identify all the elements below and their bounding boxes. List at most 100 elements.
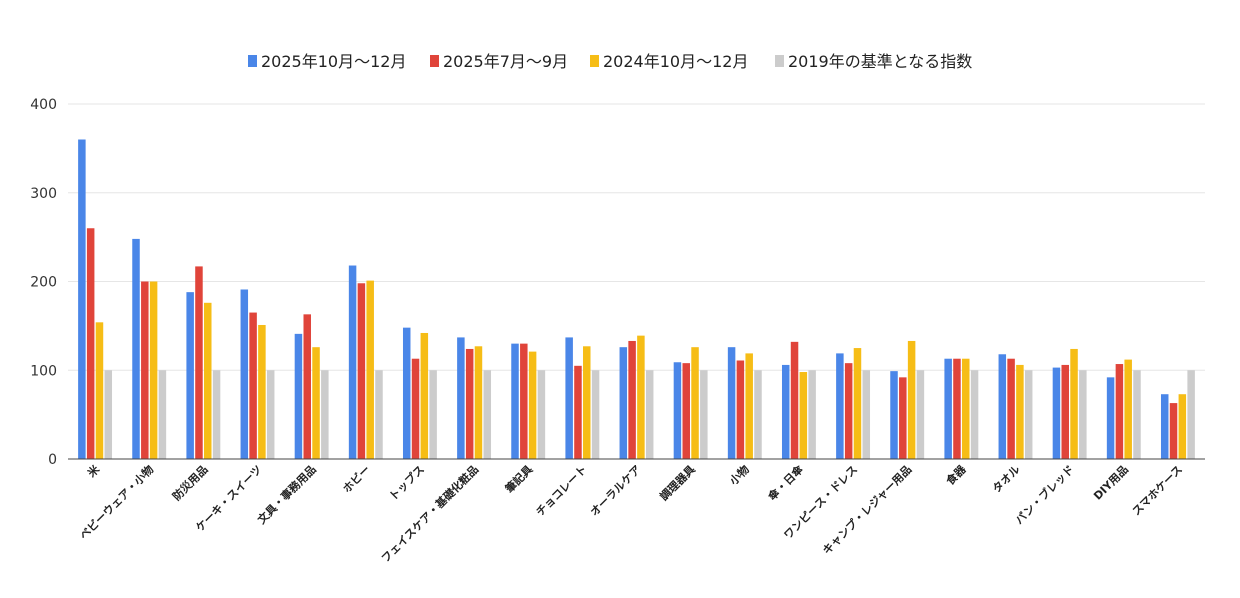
x-tick-label: フェイスケア・基礎化粧品: [378, 462, 481, 565]
bar: [420, 332, 429, 459]
bar: [673, 362, 682, 459]
y-axis-ticks: 0 100 200 300 400: [30, 97, 57, 468]
bar: [890, 371, 898, 459]
bar: [736, 360, 745, 459]
bar: [357, 283, 366, 459]
bar: [537, 370, 546, 459]
x-tick-label: DIY用品: [1091, 463, 1131, 503]
bar: [583, 346, 591, 459]
bar: [95, 322, 104, 459]
bar: [808, 370, 816, 459]
bar: [781, 364, 790, 459]
gridlines: [68, 103, 1205, 371]
bar: [132, 238, 140, 459]
x-tick-label: スマホケース: [1130, 463, 1185, 518]
bar: [240, 289, 249, 459]
bar: [1016, 364, 1024, 459]
bar: [944, 358, 952, 459]
bar: [899, 377, 907, 459]
legend-label: 2024年10月～12月: [603, 52, 748, 71]
bar: [1178, 394, 1187, 459]
bar: [86, 228, 95, 459]
x-tick-label: チョコレート: [534, 463, 590, 519]
bar: [249, 312, 257, 459]
legend-swatch: [775, 55, 784, 67]
bar: [1124, 359, 1132, 459]
bar: [520, 343, 528, 460]
bar: [366, 280, 374, 459]
y-tick-label: 300: [30, 186, 57, 202]
bar: [1070, 348, 1078, 459]
bar: [375, 370, 383, 459]
legend-swatch: [430, 55, 439, 67]
y-tick-label: 0: [48, 452, 57, 468]
bar: [511, 343, 519, 460]
bar: [141, 281, 149, 459]
bar: [645, 370, 654, 459]
bar: [1061, 364, 1069, 459]
bar: [348, 265, 357, 459]
bar: [682, 363, 690, 459]
legend-label: 2019年の基準となる指数: [788, 52, 972, 71]
bar: [1106, 377, 1115, 459]
bar: [1115, 364, 1124, 459]
bar: [1079, 370, 1087, 459]
bar: [212, 370, 221, 459]
bar: [1160, 394, 1169, 459]
bar: [745, 353, 753, 459]
bar: [104, 370, 113, 459]
bar: [637, 335, 645, 459]
bar: [574, 365, 582, 459]
bar: [853, 348, 862, 459]
bar: [258, 324, 266, 459]
bar: [844, 363, 853, 459]
bar: [727, 347, 736, 459]
bar: [907, 340, 916, 459]
x-tick-label: 傘・日傘: [765, 462, 807, 504]
x-tick-label: 米: [84, 462, 103, 481]
legend-swatch: [248, 55, 257, 67]
bar: [266, 370, 275, 459]
x-tick-label: ホビー: [340, 462, 373, 495]
bar: [836, 353, 844, 459]
bar: [402, 327, 411, 459]
bar: [754, 370, 762, 459]
bar: [186, 292, 194, 459]
bar: [457, 337, 465, 459]
y-tick-label: 200: [30, 275, 57, 291]
bar: [628, 340, 636, 459]
bar: [953, 358, 961, 459]
bar: [700, 370, 708, 459]
bar: [1024, 370, 1033, 459]
bar: [294, 333, 303, 459]
y-tick-label: 100: [30, 363, 57, 379]
bar: [1052, 367, 1061, 459]
bar: [465, 348, 474, 459]
bar: [916, 370, 925, 459]
bar: [799, 372, 808, 459]
x-tick-label: 食器: [943, 462, 969, 488]
x-tick-label: 小物: [726, 462, 752, 488]
x-tick-label: キャンプ・レジャー用品: [819, 462, 914, 557]
bar: [204, 302, 212, 459]
bar: [528, 351, 537, 459]
bar: [149, 281, 158, 459]
x-tick-label: トップス: [386, 462, 427, 503]
legend-label: 2025年7月～9月: [443, 52, 568, 71]
bar: [312, 347, 320, 459]
x-tick-label: タオル: [990, 463, 1023, 496]
legend-label: 2025年10月～12月: [261, 52, 406, 71]
x-tick-label: オーラルケア: [588, 463, 644, 519]
x-tick-label: 筆記具: [502, 462, 535, 495]
bar: [321, 370, 329, 459]
bars: [78, 139, 1195, 460]
bar: [195, 266, 203, 459]
bar: [862, 370, 871, 459]
bar: [474, 346, 483, 459]
bar: [790, 341, 799, 459]
bar: [78, 139, 86, 459]
bar: [619, 347, 628, 459]
